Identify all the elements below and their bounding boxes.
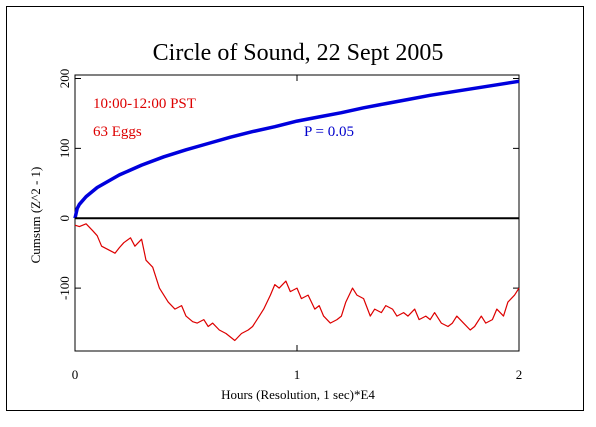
y-tick-label: -100 xyxy=(57,276,72,300)
x-tick-label: 2 xyxy=(516,367,523,382)
annotation-time-range: 10:00-12:00 PST xyxy=(93,96,196,112)
chart-title: Circle of Sound, 22 Sept 2005 xyxy=(153,40,444,66)
cumulative-deviation-line xyxy=(74,223,520,342)
x-axis-label: Hours (Resolution, 1 sec)*E4 xyxy=(221,387,375,402)
x-tick-label: 0 xyxy=(72,367,79,382)
chart-frame xyxy=(6,6,584,411)
annotation-probability: P = 0.05 xyxy=(304,124,354,140)
annotation-egg-count: 63 Eggs xyxy=(93,124,142,140)
y-tick-label: 100 xyxy=(57,139,72,159)
probability-envelope-line xyxy=(73,79,520,219)
y-axis-label: Cumsum (Z^2 - 1) xyxy=(28,167,43,264)
plot-area: 0 1 2 -100 0 100 200 xyxy=(57,69,522,382)
y-tick-label: 200 xyxy=(57,69,72,89)
plot-border xyxy=(74,74,520,352)
x-tick-label: 1 xyxy=(294,367,301,382)
y-tick-label: 0 xyxy=(57,215,72,222)
